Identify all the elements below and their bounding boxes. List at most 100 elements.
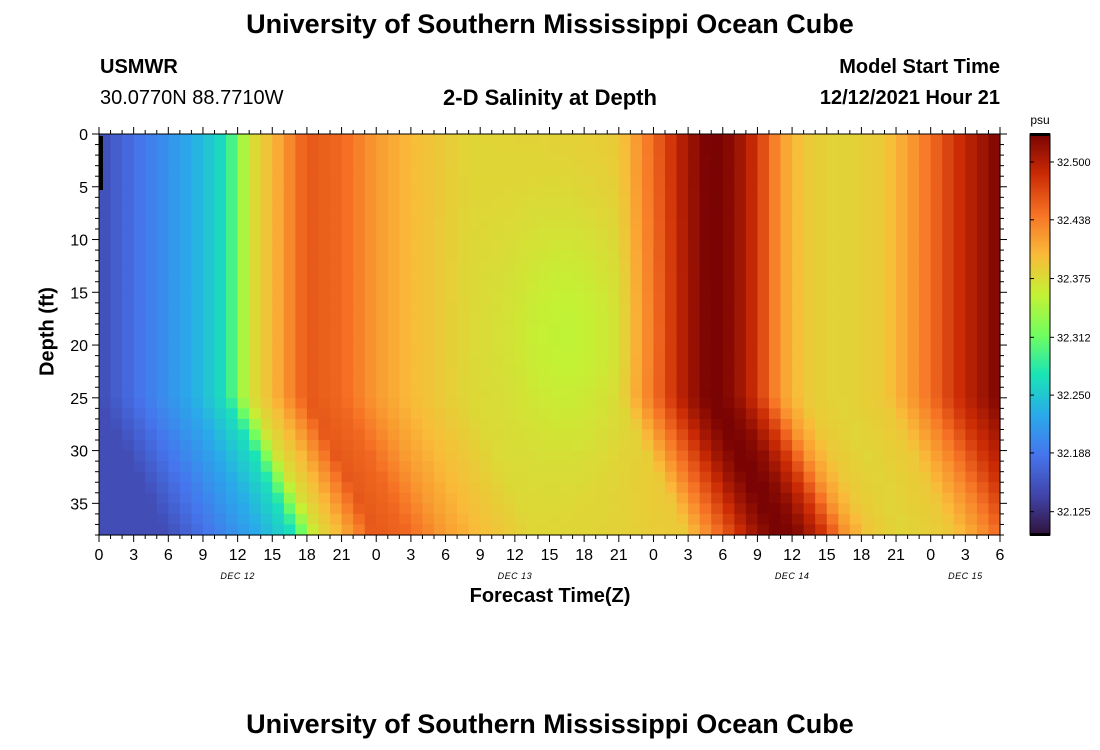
- heatmap-cell: [722, 513, 735, 526]
- heatmap-cell: [688, 218, 701, 230]
- heatmap-cell: [283, 207, 296, 220]
- heatmap-cell: [214, 186, 227, 198]
- heatmap-cell: [884, 461, 897, 473]
- heatmap-cell: [260, 471, 273, 483]
- heatmap-cell: [249, 376, 262, 388]
- heatmap-cell: [387, 292, 400, 304]
- heatmap-cell: [907, 387, 920, 399]
- heatmap-cell: [491, 429, 504, 441]
- heatmap-cell: [503, 250, 516, 262]
- heatmap-cell: [387, 218, 400, 230]
- heatmap-cell: [514, 218, 527, 230]
- heatmap-cell: [630, 397, 643, 409]
- heatmap-cell: [734, 260, 747, 272]
- heatmap-cell: [930, 144, 943, 156]
- heatmap-cell: [630, 345, 643, 357]
- heatmap-cell: [988, 440, 1001, 452]
- heatmap-cell: [168, 218, 181, 230]
- heatmap-cell: [145, 366, 158, 378]
- heatmap-cell: [630, 334, 643, 346]
- heatmap-cell: [861, 186, 874, 198]
- heatmap-cell: [815, 376, 828, 388]
- heatmap-cell: [306, 387, 320, 399]
- heatmap-cell: [445, 376, 458, 388]
- heatmap-cell: [283, 134, 296, 146]
- heatmap-cell: [653, 323, 666, 336]
- heatmap-cell: [607, 144, 620, 156]
- heatmap-cell: [191, 281, 204, 293]
- heatmap-cell: [803, 408, 816, 420]
- x-tick-label: 18: [852, 547, 870, 564]
- heatmap-cell: [249, 355, 262, 367]
- heatmap-cell: [745, 302, 759, 314]
- heatmap-cell: [353, 461, 366, 473]
- heatmap-cell: [861, 418, 874, 431]
- heatmap-cell: [272, 218, 285, 230]
- heatmap-cell: [514, 345, 527, 357]
- heatmap-cell: [699, 492, 712, 504]
- heatmap-cell: [676, 134, 689, 146]
- heatmap-cell: [457, 513, 470, 526]
- heatmap-cell: [618, 218, 631, 230]
- heatmap-cell: [445, 313, 458, 325]
- heatmap-cell: [422, 461, 435, 473]
- heatmap-cell: [919, 292, 932, 304]
- heatmap-cell: [595, 334, 608, 346]
- heatmap-cell: [665, 281, 678, 293]
- heatmap-cell: [191, 482, 204, 494]
- heatmap-cell: [549, 186, 562, 198]
- heatmap-cell: [306, 418, 320, 431]
- heatmap-cell: [168, 482, 181, 494]
- heatmap-cell: [630, 503, 643, 515]
- heatmap-cell: [549, 250, 562, 262]
- heatmap-cell: [861, 503, 874, 515]
- heatmap-cell: [318, 250, 331, 262]
- heatmap-cell: [110, 155, 123, 167]
- heatmap-cell: [202, 197, 216, 209]
- heatmap-cell: [179, 239, 193, 251]
- heatmap-cell: [745, 323, 759, 336]
- heatmap-cell: [676, 334, 689, 346]
- heatmap-cell: [260, 281, 273, 293]
- heatmap-cell: [491, 323, 504, 336]
- heatmap-cell: [618, 260, 631, 272]
- heatmap-cell: [480, 218, 493, 230]
- heatmap-cell: [179, 513, 193, 526]
- heatmap-cell: [249, 250, 262, 262]
- x-tick-label: 0: [95, 547, 104, 564]
- heatmap-cell: [133, 366, 146, 378]
- heatmap-cell: [734, 281, 747, 293]
- heatmap-cell: [491, 176, 504, 188]
- heatmap-cell: [699, 144, 712, 156]
- heatmap-cell: [191, 345, 204, 357]
- heatmap-cell: [376, 387, 389, 399]
- heatmap-cell: [572, 440, 585, 452]
- heatmap-cell: [249, 429, 262, 441]
- heatmap-cell: [907, 302, 920, 314]
- heatmap-cell: [202, 387, 216, 399]
- heatmap-cell: [353, 323, 366, 336]
- heatmap-cell: [422, 418, 435, 431]
- heatmap-cell: [607, 250, 620, 262]
- heatmap-cell: [919, 503, 932, 515]
- heatmap-cell: [364, 144, 377, 156]
- heatmap-cell: [768, 176, 782, 188]
- heatmap-cell: [919, 482, 932, 494]
- heatmap-cell: [676, 271, 689, 283]
- heatmap-cell: [815, 387, 828, 399]
- heatmap-cell: [318, 186, 331, 198]
- heatmap-cell: [884, 503, 897, 515]
- heatmap-cell: [757, 176, 770, 188]
- heatmap-cell: [584, 366, 597, 378]
- heatmap-cell: [306, 250, 320, 262]
- heatmap-cell: [641, 461, 655, 473]
- heatmap-cell: [953, 313, 966, 325]
- heatmap-cell: [433, 292, 447, 304]
- heatmap-cell: [792, 144, 805, 156]
- heatmap-cell: [896, 134, 909, 146]
- heatmap-cell: [341, 281, 354, 293]
- heatmap-cell: [561, 461, 574, 473]
- heatmap-cell: [387, 461, 400, 473]
- heatmap-cell: [468, 186, 481, 198]
- heatmap-cell: [202, 408, 216, 420]
